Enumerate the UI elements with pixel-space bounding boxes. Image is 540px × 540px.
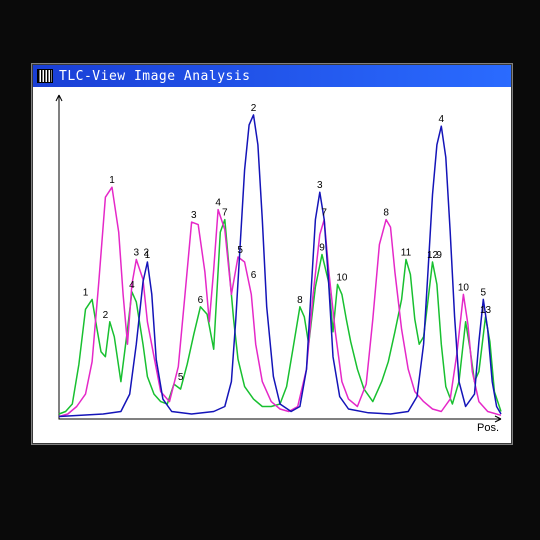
series-blue bbox=[59, 115, 501, 417]
app-window: TLC-View Image Analysis Pos.124567891011… bbox=[32, 64, 512, 444]
x-axis-label: Pos. bbox=[477, 422, 499, 434]
peak-label: 9 bbox=[319, 243, 325, 254]
barcode-icon bbox=[37, 69, 53, 83]
peak-label: 10 bbox=[458, 282, 470, 293]
peak-label: 8 bbox=[383, 208, 389, 219]
peak-label: 4 bbox=[439, 114, 445, 125]
peak-label: 5 bbox=[178, 372, 184, 383]
chart-area: Pos.124567891011121313345678910123452 bbox=[33, 87, 511, 443]
peak-label: 13 bbox=[480, 305, 492, 316]
peak-label: 1 bbox=[83, 287, 89, 298]
peak-label: 6 bbox=[198, 295, 204, 306]
peak-label: 11 bbox=[401, 248, 412, 259]
line-chart: Pos.124567891011121313345678910123452 bbox=[33, 87, 511, 443]
peak-label: 9 bbox=[436, 250, 442, 261]
peak-label: 10 bbox=[336, 272, 348, 283]
peak-label: 3 bbox=[317, 180, 323, 191]
peak-label: 4 bbox=[129, 280, 135, 291]
peak-label: 7 bbox=[222, 208, 228, 219]
peak-label: 5 bbox=[481, 287, 487, 298]
peak-label: 2 bbox=[144, 248, 150, 259]
peak-label: 7 bbox=[321, 208, 327, 219]
peak-label: 2 bbox=[251, 103, 257, 114]
peak-label: 5 bbox=[237, 245, 243, 256]
titlebar[interactable]: TLC-View Image Analysis bbox=[33, 65, 511, 87]
peak-label: 4 bbox=[215, 198, 221, 209]
peak-label: 2 bbox=[103, 310, 109, 321]
peak-label: 8 bbox=[297, 295, 303, 306]
peak-label: 6 bbox=[251, 270, 257, 281]
series-magenta bbox=[59, 187, 501, 416]
peak-label: 1 bbox=[109, 175, 115, 186]
peak-label: 3 bbox=[191, 210, 197, 221]
window-title: TLC-View Image Analysis bbox=[59, 69, 251, 84]
peak-label: 3 bbox=[134, 248, 140, 259]
